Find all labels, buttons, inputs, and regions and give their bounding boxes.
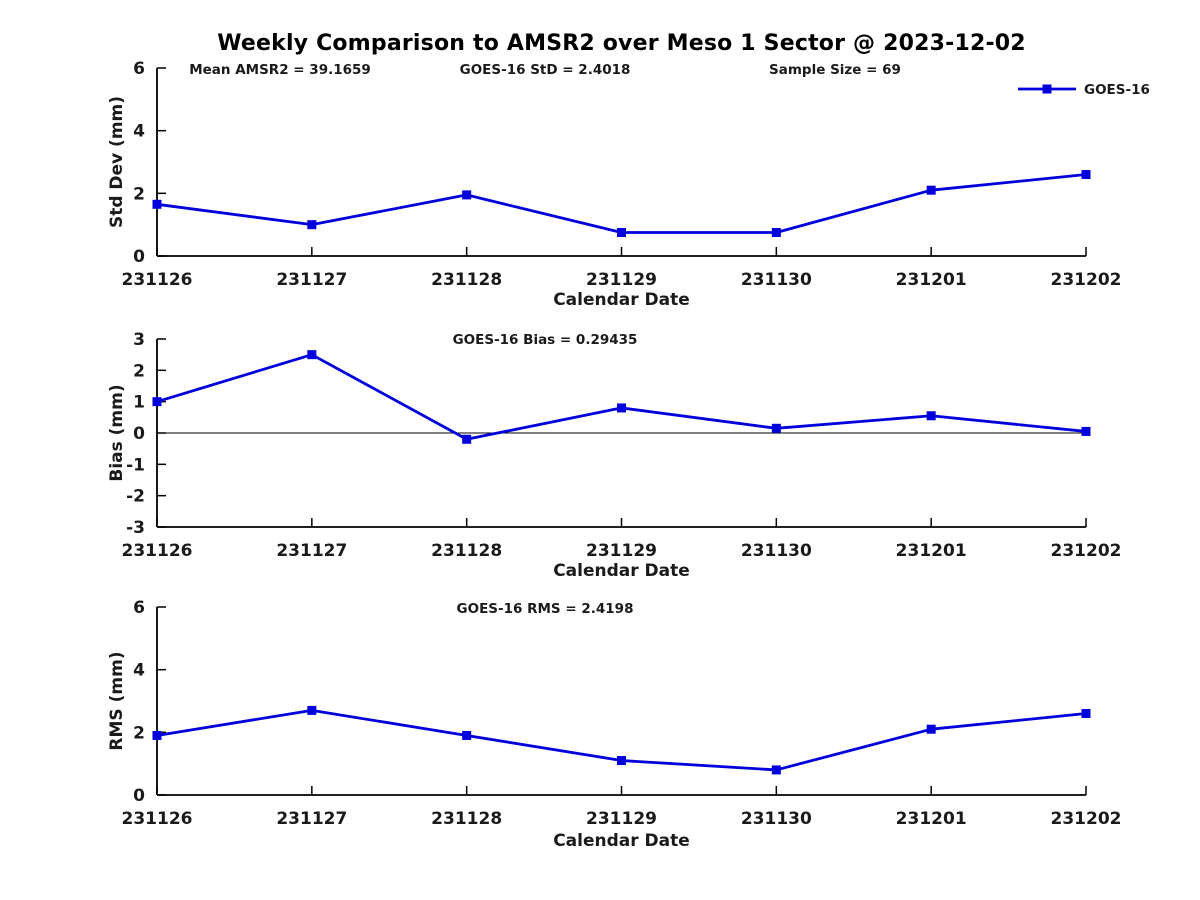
subplot-title: GOES-16 Bias = 0.29435 — [453, 332, 638, 348]
x-tick-label: 231202 — [1051, 270, 1122, 290]
subplot-title: GOES-16 RMS = 2.4198 — [457, 601, 634, 617]
x-tick-label: 231126 — [122, 541, 193, 561]
legend-label: GOES-16 — [1084, 82, 1150, 98]
data-marker — [462, 434, 472, 444]
x-tick-label: 231202 — [1051, 541, 1122, 561]
x-tick-label: 231130 — [741, 541, 812, 561]
x-tick-label: 231201 — [896, 270, 967, 290]
y-axis-label: Std Dev (mm) — [107, 96, 127, 228]
data-marker — [617, 756, 626, 766]
y-tick-label: 2 — [133, 723, 145, 743]
x-tick-label: 231128 — [431, 541, 502, 561]
y-tick-label: 3 — [133, 330, 145, 350]
data-marker — [462, 190, 472, 200]
x-axis-label: Calendar Date — [553, 831, 690, 851]
data-marker — [152, 397, 162, 407]
x-tick-label: 231201 — [896, 809, 967, 829]
x-tick-label: 231126 — [122, 270, 193, 290]
y-tick-label: 4 — [133, 122, 145, 142]
legend-marker — [1042, 84, 1052, 94]
data-marker — [1081, 709, 1091, 719]
legend: GOES-16 — [1018, 82, 1150, 98]
y-tick-label: -1 — [126, 455, 145, 475]
data-marker — [771, 423, 781, 433]
data-line-GOES-16 — [156, 353, 1087, 441]
y-tick-label: -3 — [126, 518, 145, 538]
y-axis-label: Bias (mm) — [107, 384, 127, 481]
x-tick-label: 231129 — [586, 541, 657, 561]
y-tick-label: 4 — [133, 661, 145, 681]
annotation: GOES-16 StD = 2.4018 — [460, 62, 631, 78]
y-tick-label: 2 — [133, 361, 145, 381]
x-tick-label: 231127 — [276, 809, 347, 829]
x-tick-label: 231129 — [586, 809, 657, 829]
data-marker — [307, 220, 317, 230]
y-tick-label: -2 — [126, 487, 145, 507]
x-tick-label: 231129 — [586, 270, 657, 290]
annotation: Sample Size = 69 — [769, 62, 901, 78]
x-tick-label: 231202 — [1051, 809, 1122, 829]
x-tick-label: 231128 — [431, 270, 502, 290]
data-marker — [152, 730, 162, 740]
x-axis-label: Calendar Date — [553, 561, 690, 581]
data-marker — [926, 411, 936, 421]
y-tick-label: 2 — [133, 184, 145, 204]
x-tick-label: 231127 — [276, 270, 347, 290]
x-tick-label: 231201 — [896, 541, 967, 561]
annotation: Mean AMSR2 = 39.1659 — [189, 62, 371, 78]
page-title: Weekly Comparison to AMSR2 over Meso 1 S… — [217, 31, 1026, 56]
x-axis-label: Calendar Date — [553, 290, 690, 310]
data-marker — [307, 350, 317, 360]
y-tick-label: 0 — [133, 247, 145, 267]
y-tick-label: 0 — [133, 786, 145, 806]
data-marker — [771, 765, 781, 775]
subplot-rms: 0 2 4 6 231126 231127 231128 231129 231130 231201… — [107, 598, 1121, 851]
data-marker — [462, 730, 472, 740]
y-axis-label: RMS (mm) — [107, 651, 127, 750]
x-tick-label: 231126 — [122, 809, 193, 829]
data-marker — [617, 403, 626, 413]
data-marker — [1081, 426, 1091, 436]
subplot-bias: -3 -2 -1 0 1 2 3 231126 231127 231128 231129 231130… — [107, 330, 1121, 581]
data-marker — [926, 185, 936, 195]
y-tick-label: 0 — [133, 424, 145, 444]
y-tick-label: 6 — [133, 59, 145, 79]
data-marker — [307, 705, 317, 715]
x-tick-label: 231130 — [741, 809, 812, 829]
data-line-GOES-16 — [156, 173, 1087, 234]
data-marker — [152, 199, 162, 209]
x-tick-label: 231127 — [276, 541, 347, 561]
data-marker — [771, 228, 781, 237]
x-tick-label: 231130 — [741, 270, 812, 290]
y-tick-label: 1 — [133, 393, 145, 413]
data-marker — [617, 228, 626, 237]
y-tick-label: 6 — [133, 598, 145, 618]
subplot-std-dev: 0 2 4 6 231126 231127 231128 231129 231130 231201… — [107, 59, 1150, 310]
data-marker — [1081, 170, 1091, 180]
x-tick-label: 231128 — [431, 809, 502, 829]
data-marker — [926, 724, 936, 734]
